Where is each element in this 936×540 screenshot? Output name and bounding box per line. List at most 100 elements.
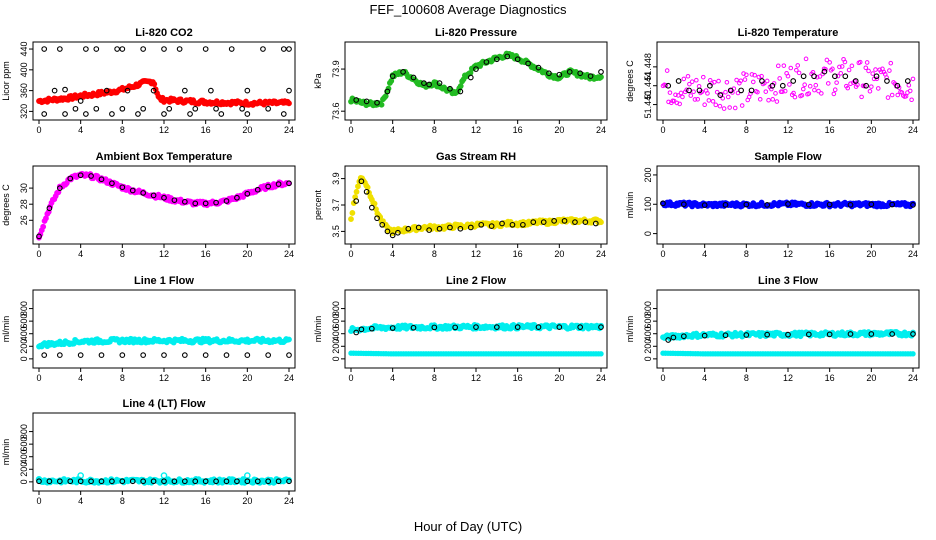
fill-point bbox=[888, 60, 894, 66]
open-point bbox=[660, 200, 666, 207]
fill-point bbox=[378, 101, 385, 108]
y-tick-label: 51.440 bbox=[643, 91, 653, 119]
open-point bbox=[234, 194, 240, 201]
open-point bbox=[140, 352, 147, 358]
open-point bbox=[286, 180, 292, 187]
open-point bbox=[161, 194, 167, 201]
fill-point bbox=[867, 88, 873, 94]
fill-point bbox=[906, 82, 912, 88]
open-point bbox=[140, 190, 147, 196]
y-tick-label: 26 bbox=[19, 215, 29, 225]
open-point bbox=[244, 87, 251, 94]
open-point bbox=[265, 183, 272, 190]
y-tick-label: 320 bbox=[19, 104, 29, 119]
open-point bbox=[286, 352, 292, 358]
x-tick-label: 16 bbox=[201, 373, 211, 383]
open-point bbox=[384, 228, 391, 235]
open-point bbox=[67, 478, 74, 485]
fill-point bbox=[819, 91, 824, 96]
y-tick-label: 360 bbox=[19, 83, 29, 98]
fill-point bbox=[763, 89, 769, 94]
fill-point bbox=[705, 91, 710, 96]
fill-point bbox=[907, 88, 913, 94]
panel-line4: Line 4 (LT) Flow ml/min 0 4 8 12 16 20 24 0 200400… bbox=[1, 398, 296, 506]
x-tick-label: 12 bbox=[783, 125, 793, 135]
open-point bbox=[473, 324, 479, 330]
fill-point bbox=[863, 65, 869, 71]
y-tick-label: 51.444 bbox=[643, 72, 653, 100]
open-point bbox=[368, 325, 375, 332]
x-tick-label: 24 bbox=[284, 373, 294, 383]
fill-point bbox=[887, 68, 892, 73]
x-tick-label: 24 bbox=[596, 125, 606, 135]
x-tick-label: 20 bbox=[242, 249, 252, 259]
open-point bbox=[286, 87, 292, 94]
open-point bbox=[800, 73, 807, 80]
plot-frame bbox=[32, 41, 296, 121]
open-point bbox=[83, 46, 89, 52]
fill-point bbox=[666, 99, 671, 105]
open-point bbox=[239, 105, 245, 112]
x-tick-label: 0 bbox=[348, 249, 353, 259]
fill-point bbox=[680, 94, 685, 100]
x-tick-label: 8 bbox=[432, 125, 437, 135]
x-tick-label: 8 bbox=[120, 249, 125, 259]
open-point bbox=[119, 478, 126, 485]
fill-point bbox=[712, 79, 717, 85]
x-tick-label: 8 bbox=[744, 373, 749, 383]
fill-point bbox=[827, 60, 832, 65]
fill-point bbox=[781, 63, 787, 68]
fill-point bbox=[838, 70, 844, 76]
panel-title: Li-820 CO2 bbox=[135, 27, 192, 39]
open-point bbox=[546, 70, 552, 77]
open-point bbox=[727, 87, 734, 94]
fill-point bbox=[874, 76, 880, 82]
x-tick-label: 8 bbox=[744, 249, 749, 259]
y-tick-label: 400 bbox=[331, 326, 341, 341]
open-point bbox=[520, 221, 526, 228]
open-point bbox=[202, 46, 209, 52]
x-tick-label: 24 bbox=[908, 373, 918, 383]
open-point bbox=[551, 217, 557, 224]
fill-point bbox=[816, 88, 821, 94]
open-point bbox=[280, 111, 287, 117]
panel-line3: Line 3 Flow ml/min 0 4 8 12 16 20 24 0 20040060080… bbox=[625, 275, 920, 383]
x-tick-label: 0 bbox=[36, 125, 41, 135]
fill-point bbox=[286, 336, 292, 343]
x-tick-label: 24 bbox=[908, 249, 918, 259]
panel-title: Line 3 Flow bbox=[758, 275, 818, 287]
x-tick-label: 16 bbox=[513, 125, 523, 135]
open-point bbox=[181, 352, 188, 358]
fill-point bbox=[716, 78, 721, 84]
y-tick-label: 400 bbox=[19, 62, 29, 77]
x-tick-label: 24 bbox=[284, 125, 294, 135]
y-tick-label: 200 bbox=[19, 462, 29, 477]
open-point bbox=[368, 204, 375, 211]
y-axis-label: ml/min bbox=[1, 316, 11, 343]
fill-point bbox=[721, 106, 727, 111]
fill-point bbox=[739, 103, 745, 108]
y-tick-label: 800 bbox=[643, 301, 653, 316]
fill-point bbox=[667, 90, 673, 95]
x-tick-label: 4 bbox=[390, 373, 395, 383]
y-tick-label: 0 bbox=[643, 231, 653, 236]
fill-point bbox=[717, 103, 723, 109]
fill-point bbox=[742, 77, 748, 82]
open-point bbox=[868, 331, 875, 337]
open-point bbox=[405, 225, 412, 232]
open-point bbox=[447, 224, 453, 231]
fill-point bbox=[807, 83, 813, 89]
open-point bbox=[202, 200, 209, 207]
panel-ambient: Ambient Box Temperature degrees C 0 4 8 12 16 2… bbox=[1, 151, 296, 259]
x-tick-label: 16 bbox=[201, 125, 211, 135]
fill-point bbox=[791, 90, 796, 96]
x-tick-label: 4 bbox=[390, 249, 395, 259]
fill-point bbox=[849, 63, 855, 69]
open-point bbox=[493, 56, 500, 63]
open-point bbox=[353, 329, 360, 336]
x-tick-label: 24 bbox=[908, 125, 918, 135]
y-tick-label: 400 bbox=[643, 326, 653, 341]
open-point bbox=[379, 221, 386, 228]
open-point bbox=[566, 69, 573, 75]
y-tick-label: 800 bbox=[19, 424, 29, 439]
